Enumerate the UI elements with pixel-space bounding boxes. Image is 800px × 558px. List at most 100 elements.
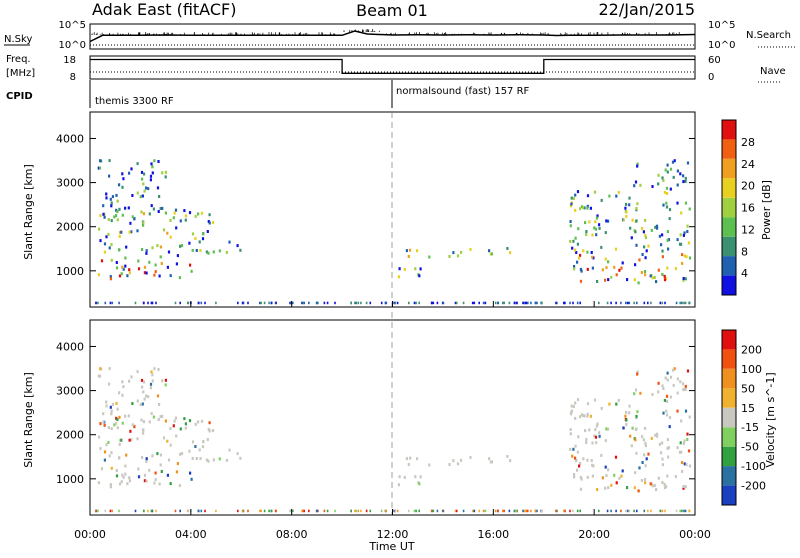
velocity-cell	[600, 406, 603, 410]
power-cell	[201, 237, 205, 241]
velocity-cell	[126, 482, 129, 486]
freq-panel-frame	[89, 55, 696, 80]
power-cell	[625, 215, 628, 218]
velocity-cell	[113, 423, 116, 427]
power-cell	[669, 187, 672, 191]
velocity-cell	[572, 405, 575, 408]
time-axis-label: Time UT	[368, 540, 414, 553]
velocity-cell	[663, 398, 666, 402]
power-cell	[169, 274, 172, 278]
velocity-noise-cell	[625, 509, 627, 513]
power-cell	[577, 227, 580, 231]
velocity-cell	[664, 376, 667, 380]
power-cell	[570, 196, 573, 200]
power-cell	[110, 201, 113, 205]
velocity-noise-cell	[661, 509, 664, 513]
power-cell	[633, 278, 636, 282]
power-cell	[569, 220, 572, 223]
power-noise-cell	[268, 301, 270, 305]
velocity-cell	[604, 439, 607, 443]
velocity-cell	[156, 394, 160, 398]
power-cell	[398, 267, 401, 271]
velocity-cell	[666, 438, 669, 442]
velocity-cell	[98, 435, 101, 439]
power-noise-cell	[357, 301, 360, 305]
velocity-noise-cell	[303, 509, 305, 513]
power-cell	[682, 277, 685, 280]
power-noise-cell	[334, 301, 336, 305]
power-cell	[662, 203, 665, 207]
power-cell	[195, 249, 198, 252]
power-cell	[99, 159, 102, 163]
velocity-cell	[600, 453, 603, 457]
power-cell	[666, 170, 669, 174]
power-cell	[661, 255, 664, 259]
velocity-noise-cell	[241, 509, 244, 513]
velocity-cell	[635, 451, 638, 455]
power-noise-cell	[111, 301, 113, 305]
power-cell	[586, 250, 589, 254]
power-noise-cell	[432, 301, 435, 305]
velocity-noise-cell	[143, 509, 145, 513]
velocity-cell	[614, 455, 618, 459]
power-cell	[651, 185, 654, 188]
velocity-cell	[666, 378, 669, 382]
velocity-noise-cell	[151, 509, 154, 513]
velocity-cell	[637, 489, 640, 493]
power-noise-cell	[569, 301, 571, 305]
power-cell	[605, 266, 608, 270]
velocity-cell	[116, 418, 119, 422]
power-noise-cell	[471, 301, 474, 305]
velocity-cell	[607, 468, 610, 472]
velocity-cell	[199, 457, 202, 460]
velocity-cell	[605, 474, 608, 478]
velocity-cell	[153, 367, 156, 371]
velocity-cell	[615, 481, 618, 485]
power-cell	[607, 260, 610, 264]
velocity-cell	[151, 379, 154, 383]
power-cell	[615, 194, 618, 198]
cpid-label: CPID	[6, 91, 33, 102]
velocity-cell	[592, 464, 595, 468]
power-cell	[118, 234, 121, 238]
power-cell	[686, 224, 689, 228]
velocity-cell	[121, 421, 124, 425]
velocity-cell	[105, 443, 108, 447]
power-cell	[585, 230, 588, 233]
velocity-cell	[665, 394, 669, 398]
velocity-noise-cell	[418, 509, 420, 513]
power-noise-cell	[241, 301, 244, 305]
power-cell	[151, 165, 154, 169]
velocity-cell	[164, 378, 167, 382]
power-cell	[149, 174, 153, 178]
velocity-cell	[488, 457, 491, 461]
power-cell	[668, 208, 672, 212]
velocity-cell	[662, 387, 665, 391]
power-cell	[141, 248, 144, 251]
velocity-cell	[613, 473, 616, 477]
velocity-cell	[579, 487, 583, 491]
power-cell	[110, 258, 113, 262]
velocity-noise-cell	[355, 509, 357, 513]
velocity-cell	[133, 425, 136, 429]
velocity-colorbar-tick-label: 15	[741, 402, 755, 415]
power-cell	[175, 262, 178, 266]
power-cell	[169, 219, 172, 222]
power-cell	[111, 195, 114, 199]
power-cell	[658, 234, 661, 238]
velocity-cell	[576, 450, 579, 454]
power-noise-cell	[576, 301, 579, 305]
velocity-cell	[98, 374, 102, 378]
power-cell	[636, 162, 639, 166]
velocity-cell	[625, 423, 628, 426]
velocity-cell	[580, 413, 583, 417]
velocity-cell	[128, 479, 131, 483]
velocity-cell	[604, 465, 607, 469]
velocity-cell	[579, 415, 582, 419]
velocity-cell	[191, 456, 194, 460]
velocity-cell	[102, 420, 105, 424]
power-cell	[143, 271, 146, 275]
nave-ytick-top: 60	[708, 55, 721, 66]
velocity-cell	[166, 439, 169, 443]
velocity-cell	[149, 382, 153, 386]
